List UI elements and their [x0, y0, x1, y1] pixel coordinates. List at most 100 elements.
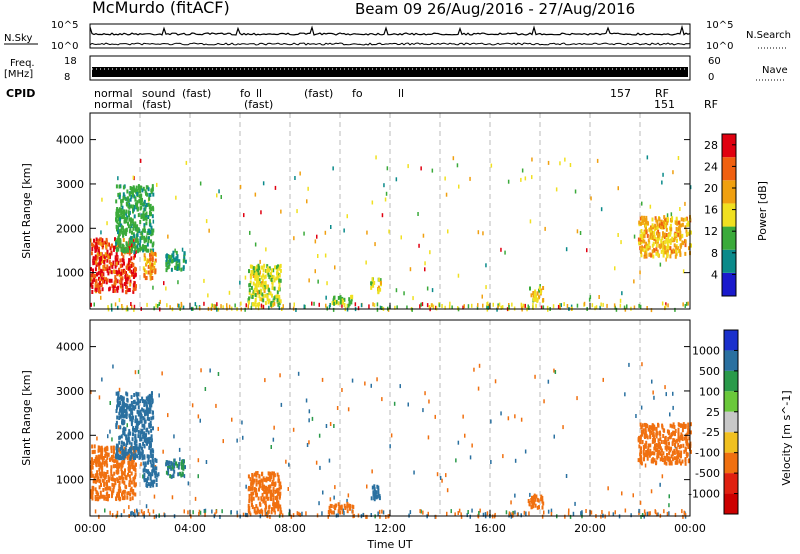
echo-region-1-cell — [137, 184, 140, 189]
echo-region-8-cell — [680, 461, 682, 466]
echo-region-8-cell — [643, 452, 646, 457]
echo-region-0-cell — [100, 454, 103, 459]
echo-cell — [262, 304, 265, 309]
echo-region-8-cell — [689, 230, 692, 235]
echo-region-0-cell — [113, 459, 116, 464]
echo-region-1-cell — [132, 226, 135, 231]
echo-cell — [427, 511, 429, 516]
echo-region-3-cell — [181, 459, 184, 464]
x-tick-label: 00:00 — [74, 522, 106, 535]
echo-region-1-cell — [141, 396, 144, 401]
echo-region-1-cell — [151, 184, 154, 189]
echo-region-8-cell — [666, 217, 669, 221]
echo-region-8-cell — [687, 422, 690, 427]
echo-cell — [619, 298, 622, 303]
echo-region-2-cell — [154, 457, 157, 462]
echo-cell — [118, 387, 121, 392]
echo-region-6-cell — [379, 280, 382, 285]
echo-region-2-cell — [143, 273, 146, 278]
echo-cell — [179, 306, 181, 311]
echo-region-8-cell — [650, 231, 652, 236]
echo-region-1-cell — [143, 235, 146, 240]
echo-region-1-cell — [129, 456, 132, 461]
echo-cell — [664, 304, 667, 309]
echo-region-5-cell — [335, 299, 338, 304]
echo-region-0-cell — [105, 486, 108, 491]
echo-region-6-cell — [377, 288, 380, 292]
echo-region-7-cell — [540, 290, 542, 295]
echo-region-1-cell — [149, 406, 152, 411]
echo-cell — [341, 388, 343, 392]
echo-region-0-cell — [133, 281, 136, 286]
echo-region-8-cell — [638, 444, 641, 449]
echo-region-1-cell — [115, 446, 118, 451]
echo-cell — [147, 508, 150, 513]
echo-region-0-cell — [131, 462, 134, 467]
echo-cell — [565, 247, 568, 252]
echo-region-1-cell — [129, 431, 132, 436]
echo-region-4-cell — [276, 269, 279, 274]
echo-region-8-cell — [665, 237, 668, 242]
echo-region-0-cell — [98, 495, 101, 500]
echo-region-1-cell — [141, 202, 144, 207]
echo-region-8-cell — [651, 223, 654, 228]
echo-region-1-cell — [115, 224, 118, 229]
echo-cell — [665, 257, 667, 262]
echo-cell — [542, 305, 545, 310]
echo-region-4-cell — [261, 292, 264, 297]
echo-region-2-cell — [155, 458, 158, 463]
echo-region-6-cell — [378, 277, 381, 282]
echo-region-1-cell — [120, 456, 123, 461]
echo-region-0-cell — [112, 454, 115, 459]
echo-region-0-cell — [103, 482, 106, 486]
echo-cell — [457, 306, 459, 311]
echo-region-8-cell — [660, 221, 663, 226]
echo-region-1-cell — [144, 247, 147, 252]
echo-region-1-cell — [144, 399, 147, 404]
echo-region-3-cell — [178, 259, 181, 264]
echo-region-0-cell — [108, 494, 110, 498]
echo-cell — [462, 414, 464, 419]
echo-cell — [471, 508, 473, 513]
echo-cell — [431, 303, 433, 308]
echo-region-2-cell — [146, 260, 148, 265]
echo-cell — [540, 305, 543, 310]
echo-cell — [100, 295, 102, 300]
echo-region-0-cell — [114, 255, 117, 260]
cpid-mode-0: normal — [94, 98, 133, 111]
echo-region-1-cell — [147, 454, 150, 459]
echo-region-4-cell — [270, 302, 273, 307]
echo-region-4-cell — [257, 496, 260, 501]
echo-region-0-cell — [108, 266, 111, 271]
echo-cell — [152, 509, 155, 514]
echo-region-8-cell — [682, 241, 685, 246]
echo-region-8-cell — [676, 450, 679, 455]
echo-cell — [216, 193, 218, 198]
echo-cell — [157, 304, 159, 308]
echo-region-4-cell — [257, 268, 260, 273]
echo-region-4-cell — [253, 507, 256, 511]
echo-region-1-cell — [137, 446, 139, 451]
echo-cell — [333, 424, 335, 428]
echo-region-0-cell — [99, 289, 102, 294]
echo-cell — [116, 513, 118, 518]
echo-region-1-cell — [125, 436, 128, 441]
echo-cell — [662, 172, 664, 177]
echo-cell — [670, 212, 673, 217]
echo-cell — [521, 168, 524, 173]
echo-region-5-cell — [333, 295, 336, 300]
echo-cell — [510, 500, 512, 505]
echo-region-0-cell — [100, 471, 103, 476]
echo-region-8-cell — [675, 216, 678, 221]
echo-region-1-cell — [116, 227, 118, 232]
echo-cell — [677, 156, 680, 160]
echo-region-0-cell — [127, 263, 130, 268]
echo-region-4-cell — [262, 487, 265, 491]
echo-region-4-cell — [252, 302, 255, 307]
echo-region-1-cell — [142, 441, 145, 446]
echo-region-8-cell — [637, 438, 640, 443]
echo-region-0-cell — [123, 480, 126, 485]
echo-region-1-cell — [115, 208, 118, 213]
echo-region-8-cell — [641, 247, 644, 251]
echo-region-0-cell — [113, 245, 115, 250]
